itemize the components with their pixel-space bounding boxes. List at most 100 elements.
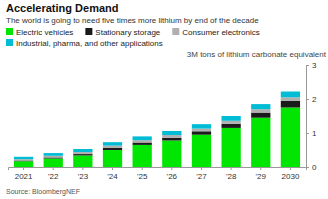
bar [192,131,211,134]
bar [281,92,300,98]
legend-label: Electric vehicles [16,28,73,37]
bar [251,109,270,112]
legend-label: Consumer electronics [182,28,259,37]
annotation: Source: BloombergNEF [6,188,80,196]
series [14,92,300,160]
bar [103,150,122,167]
bar [14,161,33,167]
bar [192,124,211,128]
bar [44,157,63,158]
y-tick-mark [306,133,309,134]
x-tick-mark [82,167,83,170]
y-tick-mark [306,65,309,66]
x-tick-mark [201,167,202,170]
bar [192,129,211,132]
y-tick-label: 1 [312,129,317,138]
x-tick-label: '26 [167,172,178,181]
series [14,108,300,168]
legend-item: Consumer electronics [172,28,259,37]
bar [192,135,211,167]
x-tick-label: 2030 [282,172,300,181]
title: Accelerating Demand [6,2,118,14]
bar [133,143,152,145]
bar [73,152,92,154]
x-tick-label: '27 [196,172,207,181]
x-tick: 2030 [282,167,300,181]
x-tick-mark [231,167,232,170]
x-tick: '29 [256,167,267,181]
bar [221,116,240,121]
bar [103,148,122,150]
bar [14,157,33,159]
y-tick: 1 [306,129,317,138]
x-tick-label: '23 [78,172,89,181]
bar [162,138,181,141]
bar [221,121,240,124]
y-tick: 0 [306,163,317,172]
x-tick-mark [53,167,54,170]
x-axis: 2021 '22 '23 '24 '25 '26 '27 '28 '29 2030 [9,167,307,181]
subtitle: The world is going to need five times mo… [6,16,259,25]
x-tick: '28 [226,167,237,181]
bar [133,145,152,167]
x-tick: '24 [107,167,118,181]
x-tick: '26 [167,167,178,181]
bar [251,113,270,118]
y-tick-mark [306,99,309,100]
y-tick: 2 [306,95,317,104]
bar [221,128,240,167]
bar [44,159,63,168]
bars [14,92,300,167]
x-tick-label: '22 [48,172,59,181]
bar [251,118,270,167]
bar [44,153,63,156]
series [14,101,300,162]
y-axis: 0 1 2 3 [306,61,317,172]
x-tick-mark [112,167,113,170]
bar [162,131,181,135]
x-tick: 2021 [15,167,33,181]
legend-swatch [85,28,92,35]
x-tick-mark [171,167,172,170]
x-tick-label: '25 [137,172,148,181]
y-tick-label: 3 [312,61,317,70]
bar [221,124,240,128]
bar [103,142,122,145]
x-tick-label: 2021 [15,172,33,181]
legend-item: Stationary storage [85,28,160,37]
legend-swatch [6,39,13,46]
bar [14,159,33,160]
bar [14,160,33,162]
legend-item: Electric vehicles [6,28,73,37]
x-tick-mark [260,167,261,170]
x-axis-line [9,168,307,171]
bar [162,140,181,167]
bar [73,149,92,152]
bar [162,135,181,138]
bar [281,97,300,100]
x-tick-label: '28 [226,172,237,181]
bar [73,155,92,167]
legend: Electric vehicles Stationary storage Consu… [6,28,260,48]
legend-label: Stationary storage [95,28,160,37]
x-tick-mark [142,167,143,170]
y-axis-line [307,66,310,168]
bar [133,140,152,142]
y-tick: 3 [306,61,317,70]
bar [281,101,300,108]
bar [281,108,300,168]
bar [73,154,92,155]
x-tick-label: '29 [256,172,267,181]
bar [103,146,122,148]
x-tick: '27 [196,167,207,181]
series [14,97,300,160]
y-axis-title: 3M tons of lithium carbonate equivalent [187,50,327,59]
y-tick-label: 0 [312,163,317,172]
bar [44,156,63,158]
chart: Accelerating Demand The world is going to… [0,0,328,199]
y-tick-label: 2 [312,95,317,104]
bar [251,104,270,109]
legend-swatch [172,28,179,35]
bar [133,136,152,140]
legend-label: Industrial, pharma, and other applicatio… [16,39,163,48]
